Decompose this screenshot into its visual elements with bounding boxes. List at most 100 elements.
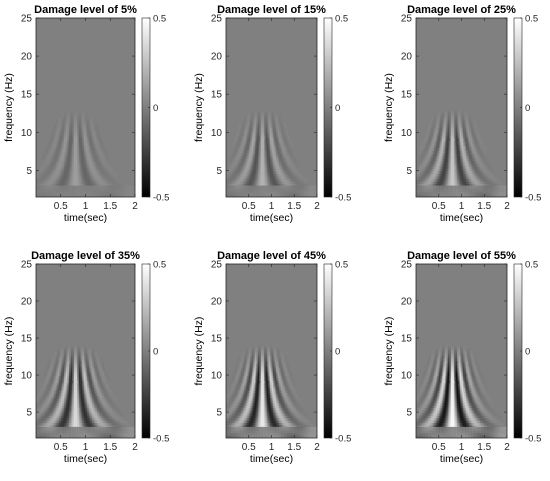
heatmap-cell (439, 113, 441, 116)
heatmap-cell (455, 110, 457, 113)
heatmap-cell (285, 125, 287, 128)
colorbar-tick-label: 0.5 (525, 14, 538, 25)
heatmap-cell (471, 154, 473, 157)
heatmap-cell (76, 136, 78, 139)
heatmap-cell (43, 388, 45, 391)
heatmap-cell (54, 123, 56, 126)
heatmap-cell (273, 123, 275, 126)
heatmap-cell (475, 125, 477, 128)
heatmap-cell (247, 120, 249, 123)
heatmap-cell (99, 174, 101, 177)
heatmap-cell (232, 156, 234, 159)
colorbar-tick-label: -0.5 (153, 193, 169, 204)
heatmap-cell (105, 161, 107, 164)
heatmap-cell (44, 371, 46, 374)
heatmap-cell (419, 182, 421, 185)
heatmap-cell (69, 408, 71, 411)
heatmap-cell (95, 138, 97, 141)
heatmap-cell (430, 154, 432, 157)
heatmap-cell (89, 131, 91, 134)
heatmap-cell (105, 371, 107, 374)
heatmap-cell (84, 346, 86, 349)
heatmap-cell (238, 171, 240, 174)
heatmap-cell (86, 381, 88, 384)
heatmap-cell (422, 146, 424, 149)
heatmap-cell (284, 146, 286, 149)
heatmap-cell (240, 154, 242, 157)
heatmap-cell (460, 128, 462, 131)
heatmap-cell (69, 166, 71, 169)
heatmap-cell (471, 138, 473, 141)
heatmap-cell (109, 388, 111, 391)
heatmap-cell (92, 128, 94, 131)
heatmap-cell (288, 136, 290, 139)
heatmap-cell (97, 356, 99, 359)
chart-title: Damage level of 15% (217, 4, 326, 16)
heatmap-cell (100, 358, 102, 361)
heatmap-cell (293, 164, 295, 167)
heatmap-cell (99, 363, 101, 366)
heatmap-cell (428, 128, 430, 131)
heatmap-cell (54, 351, 56, 354)
heatmap-cell (481, 182, 483, 185)
heatmap-cell (424, 154, 426, 157)
heatmap-cell (53, 133, 55, 136)
heatmap-cell (428, 143, 430, 146)
heatmap-cell (288, 179, 290, 182)
heatmap-cell (97, 171, 99, 174)
heatmap-cell (282, 125, 284, 128)
heatmap-cell (483, 164, 485, 167)
heatmap-cell (252, 113, 254, 116)
heatmap-cell (104, 179, 106, 182)
heatmap-cell (79, 118, 81, 121)
heatmap-cell (296, 177, 298, 180)
heatmap-cell (95, 411, 97, 414)
heatmap-cell (256, 166, 258, 169)
heatmap-cell (107, 386, 109, 389)
heatmap-cell (57, 131, 59, 134)
colorbar-tick-label: 0.5 (335, 14, 348, 25)
heatmap-cell (291, 182, 293, 185)
heatmap-cell (105, 373, 107, 376)
heatmap-cell (487, 169, 489, 172)
heatmap-cell (471, 120, 473, 123)
heatmap-cell (54, 143, 56, 146)
heatmap-cell (249, 113, 251, 116)
heatmap-cell (46, 148, 48, 151)
heatmap-cell (89, 373, 91, 376)
heatmap-cell (90, 159, 92, 162)
heatmap-cell (102, 166, 104, 169)
heatmap-cell (107, 393, 109, 396)
heatmap-cell (89, 174, 91, 177)
heatmap-cell (44, 396, 46, 399)
heatmap-cell (237, 146, 239, 149)
y-tick-label: 25 (211, 14, 223, 25)
heatmap-cell (43, 398, 45, 401)
heatmap-cell (49, 156, 51, 159)
heatmap-cell (498, 179, 500, 182)
heatmap-cell (296, 161, 298, 164)
heatmap-cell (39, 403, 41, 406)
heatmap-cell (255, 113, 257, 116)
heatmap-cell (268, 115, 270, 118)
heatmap-cell (67, 120, 69, 123)
heatmap-cell (53, 182, 55, 185)
heatmap-cell (481, 143, 483, 146)
heatmap-cell (481, 161, 483, 164)
heatmap-cell (241, 133, 243, 136)
heatmap-cell (46, 368, 48, 371)
heatmap-cell (41, 391, 43, 394)
heatmap-cell (107, 182, 109, 185)
heatmap-cell (472, 171, 474, 174)
heatmap-cell (44, 154, 46, 157)
heatmap (36, 18, 135, 197)
heatmap-cell (265, 118, 267, 121)
heatmap-cell (43, 179, 45, 182)
heatmap-cell (109, 378, 111, 381)
heatmap-cell (97, 156, 99, 159)
heatmap-cell (455, 115, 457, 118)
heatmap-cell (418, 174, 420, 177)
heatmap-cell (462, 138, 464, 141)
heatmap-cell (105, 381, 107, 384)
